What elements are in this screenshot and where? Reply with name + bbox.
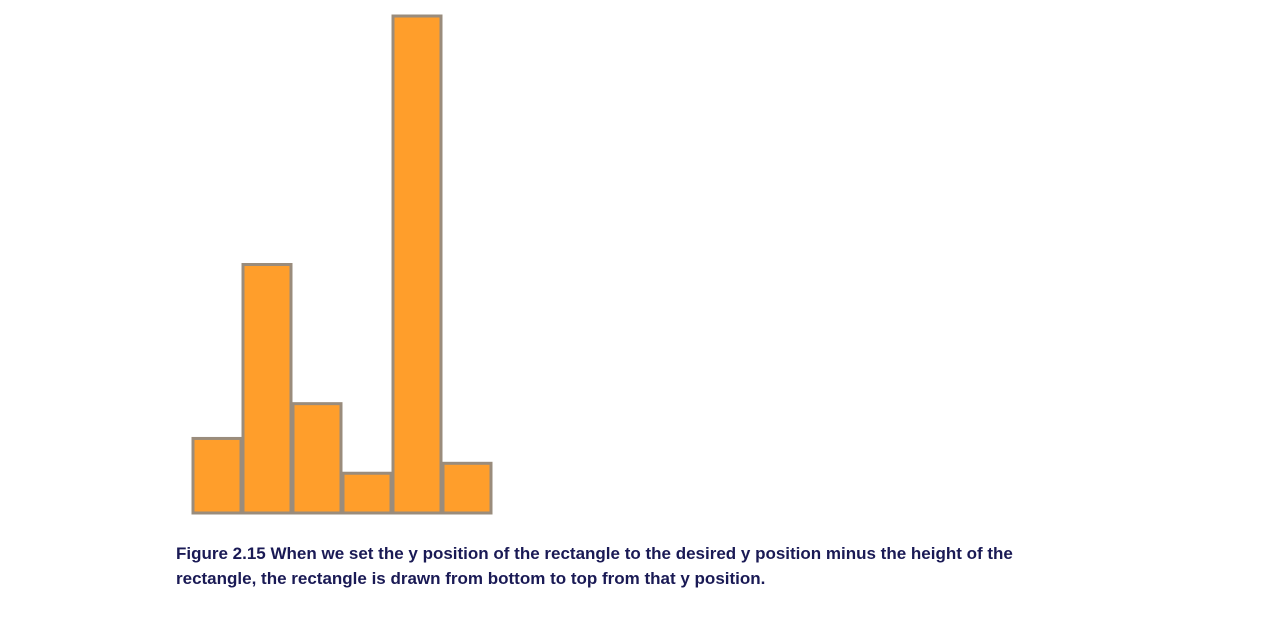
bar-3 <box>291 402 343 515</box>
bar-1 <box>191 436 243 515</box>
figure-label: Figure 2.15 <box>176 544 266 563</box>
bar-5 <box>391 14 443 515</box>
bar-4 <box>341 471 393 515</box>
bars-group <box>191 14 493 515</box>
bar-6 <box>441 461 493 515</box>
caption-text: When we set the y position of the rectan… <box>176 544 1013 588</box>
figure-caption: Figure 2.15 When we set the y position o… <box>176 541 1056 591</box>
bar-2 <box>241 263 293 515</box>
bar-chart <box>191 14 493 515</box>
